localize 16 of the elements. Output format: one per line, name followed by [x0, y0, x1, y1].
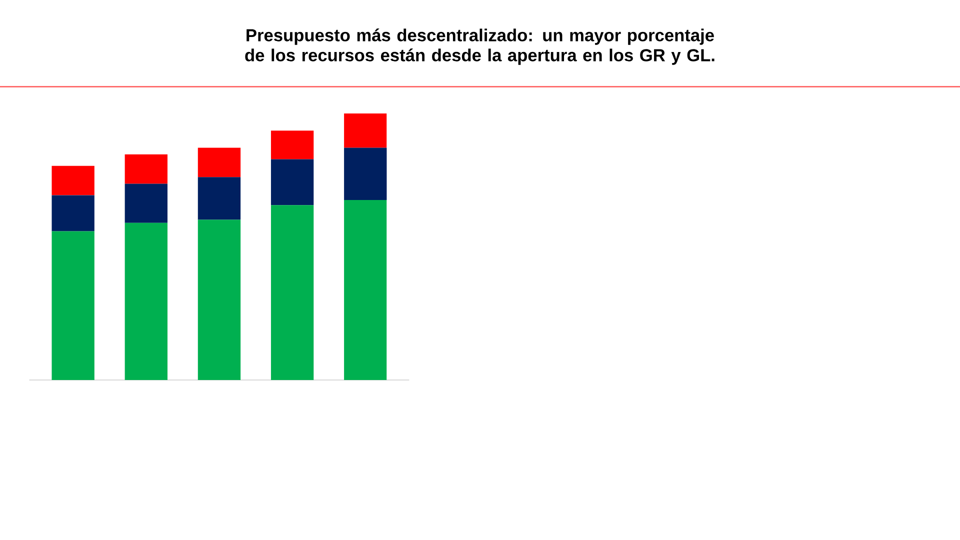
bar — [52, 231, 94, 380]
text: Presupuesto más descentralizado: un mayor porcentaje de los recursos están desde la apertura en los GR y GL. — [245, 28, 714, 65]
bar — [270, 130, 314, 160]
bar — [344, 113, 387, 148]
bar — [198, 148, 241, 178]
bar — [270, 159, 314, 206]
bar — [344, 148, 387, 200]
bar — [270, 205, 314, 380]
bar — [52, 166, 94, 196]
bar — [198, 177, 241, 220]
bar — [52, 195, 94, 232]
bar — [124, 184, 168, 223]
bar — [124, 222, 168, 380]
bar — [124, 154, 168, 184]
bar — [344, 200, 387, 380]
bar — [198, 220, 241, 380]
